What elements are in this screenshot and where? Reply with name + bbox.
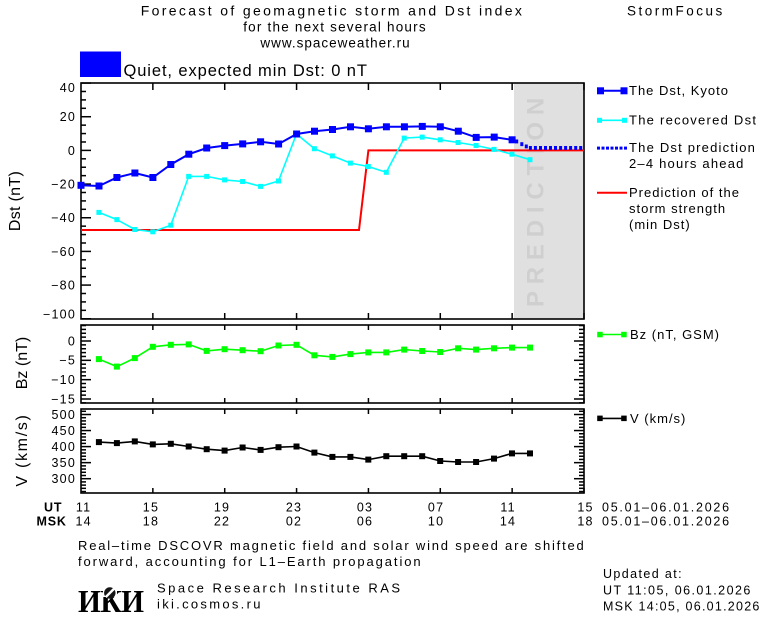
svg-text:forward, accounting for L1–Ear: forward, accounting for L1–Earth propaga… (78, 554, 423, 569)
svg-text:MSK 14:05, 06.01.2026: MSK 14:05, 06.01.2026 (603, 600, 760, 614)
svg-text:0: 0 (68, 334, 76, 348)
svg-text:V (km/s): V (km/s) (630, 411, 686, 426)
svg-text:Dst (nT): Dst (nT) (7, 171, 24, 231)
svg-text:18: 18 (143, 515, 159, 529)
svg-text:02: 02 (286, 515, 302, 529)
svg-text:350: 350 (52, 456, 76, 470)
svg-text:06: 06 (357, 515, 373, 529)
svg-text:−15: −15 (51, 392, 76, 406)
svg-text:PREDICTION: PREDICTION (523, 91, 550, 307)
svg-text:UT 11:05, 06.01.2026: UT 11:05, 06.01.2026 (603, 584, 752, 598)
svg-text:MSK: MSK (37, 515, 67, 529)
svg-text:14: 14 (500, 515, 516, 529)
svg-text:Bz (nT): Bz (nT) (14, 337, 31, 389)
svg-text:−5: −5 (59, 354, 76, 368)
svg-text:Quiet, expected min Dst: 0 nT: Quiet, expected min Dst: 0 nT (124, 62, 368, 80)
svg-text:The Dst, Kyoto: The Dst, Kyoto (629, 83, 729, 98)
svg-text:Bz (nT, GSM): Bz (nT, GSM) (630, 327, 720, 342)
svg-text:10: 10 (428, 515, 444, 529)
svg-text:StormFocus: StormFocus (627, 4, 725, 19)
svg-text:19: 19 (214, 501, 230, 515)
svg-text:0: 0 (68, 144, 76, 158)
svg-text:−10: −10 (51, 373, 76, 387)
svg-text:Updated at:: Updated at: (603, 567, 683, 581)
svg-text:−20: −20 (51, 177, 76, 191)
svg-text:The Dst prediction: The Dst prediction (629, 140, 756, 155)
svg-text:450: 450 (52, 424, 76, 438)
svg-text:−60: −60 (51, 245, 76, 259)
svg-text:2–4 hours ahead: 2–4 hours ahead (629, 156, 745, 171)
svg-text:V (km/s): V (km/s) (14, 413, 31, 486)
svg-text:storm strength: storm strength (629, 201, 726, 216)
svg-text:07: 07 (428, 501, 444, 515)
svg-text:03: 03 (357, 501, 373, 515)
svg-text:Prediction of the: Prediction of the (629, 185, 740, 200)
svg-text:18: 18 (577, 515, 593, 529)
svg-text:11: 11 (76, 501, 91, 515)
svg-text:Forecast of geomagnetic storm: Forecast of geomagnetic storm and Dst in… (141, 3, 525, 19)
svg-text:Real–time DSCOVR magnetic fiel: Real–time DSCOVR magnetic field and sola… (78, 538, 586, 553)
svg-text:400: 400 (52, 440, 76, 454)
svg-text:−80: −80 (51, 278, 76, 292)
svg-text:20: 20 (60, 110, 76, 124)
svg-text:22: 22 (214, 515, 230, 529)
svg-text:−100: −100 (43, 307, 76, 321)
svg-text:www.spaceweather.ru: www.spaceweather.ru (259, 36, 410, 51)
svg-text:iki.cosmos.ru: iki.cosmos.ru (157, 597, 263, 612)
svg-text:23: 23 (286, 501, 302, 515)
svg-text:for the next several hours: for the next several hours (243, 20, 427, 35)
svg-text:15: 15 (143, 501, 159, 515)
svg-text:Space Research Institute RAS: Space Research Institute RAS (157, 581, 403, 596)
svg-text:15: 15 (577, 501, 593, 515)
svg-text:11: 11 (500, 501, 515, 515)
svg-text:−40: −40 (51, 211, 76, 225)
svg-text:40: 40 (60, 81, 76, 95)
svg-text:The recovered Dst: The recovered Dst (629, 113, 757, 128)
svg-text:UT: UT (44, 501, 62, 515)
svg-text:05.01–06.01.2026: 05.01–06.01.2026 (602, 515, 731, 529)
svg-text:14: 14 (75, 515, 91, 529)
svg-text:500: 500 (52, 408, 76, 422)
svg-text:300: 300 (52, 472, 76, 486)
svg-text:(min Dst): (min Dst) (629, 217, 691, 232)
svg-text:05.01–06.01.2026: 05.01–06.01.2026 (602, 501, 731, 515)
